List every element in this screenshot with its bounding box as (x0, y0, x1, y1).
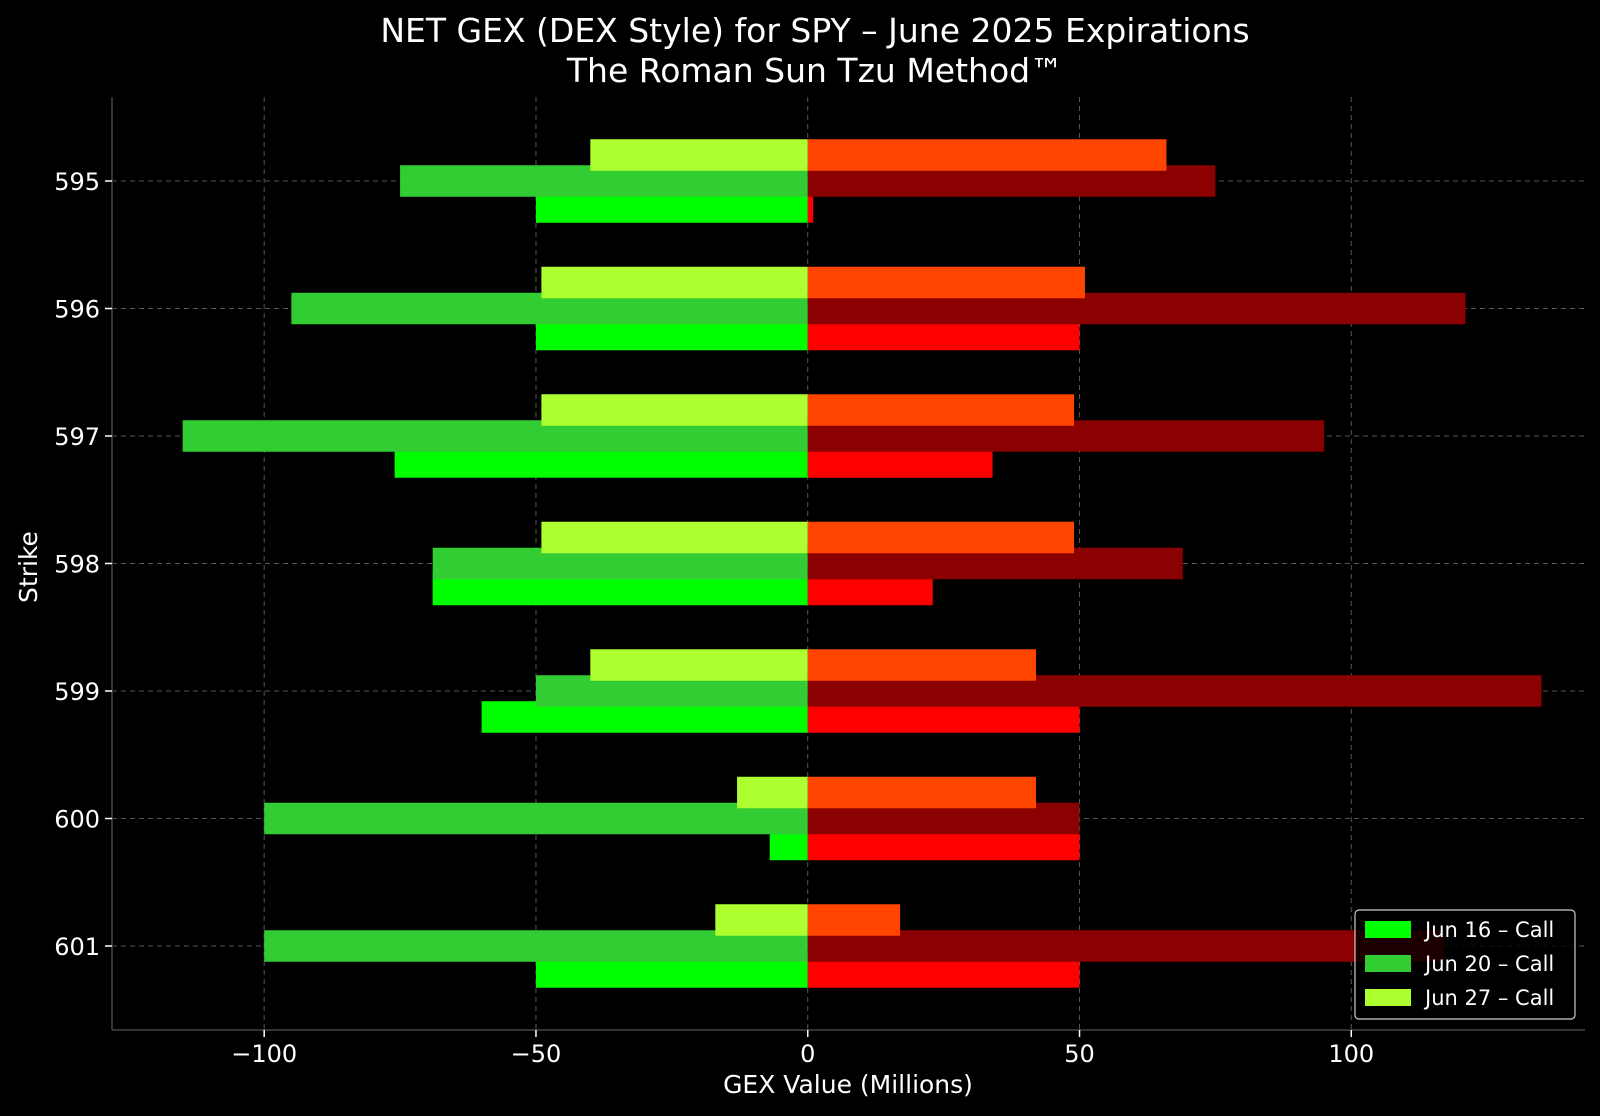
bar-put-s5-598 (807, 521, 1075, 554)
y-tick-label: 601 (54, 933, 100, 961)
bar-call-s2-595 (590, 139, 808, 171)
y-tick-label: 598 (54, 551, 100, 579)
bar-put-s5-596 (807, 266, 1085, 299)
bar-put-s5-599 (807, 649, 1037, 681)
y-tick-label: 599 (54, 678, 100, 706)
legend-label: Jun 16 – Call (1423, 918, 1554, 942)
y-tick-label: 597 (54, 423, 100, 451)
bar-put-s4-601 (807, 930, 1444, 962)
legend-swatch (1365, 921, 1411, 938)
x-tick-label: 100 (1328, 1040, 1374, 1068)
bar-call-s2-599 (590, 649, 808, 681)
y-axis-label: Strike (14, 531, 43, 603)
x-tick-label: 0 (800, 1040, 815, 1068)
bar-call-s2-601 (715, 904, 808, 936)
legend: Jun 16 – Call Jun 20 – Call Jun 27 – Call (1354, 909, 1576, 1020)
bar-call-s1-600 (264, 802, 808, 835)
legend-swatch (1365, 989, 1411, 1006)
y-tick-label: 596 (54, 296, 100, 324)
chart-subtitle: The Roman Sun Tzu Method™ (566, 51, 1063, 90)
bar-put-s5-597 (807, 394, 1075, 426)
bar-put-s5-601 (807, 904, 901, 936)
bar-put-s5-595 (807, 139, 1167, 171)
legend-label: Jun 20 – Call (1423, 952, 1554, 976)
legend-label: Jun 27 – Call (1423, 986, 1554, 1010)
tick-labels: −100 −50 0 50 100 595 596 597 598 599 600 601 (54, 168, 1374, 1068)
bar-group (182, 139, 1542, 988)
x-tick-label: −50 (511, 1040, 562, 1068)
y-tick-label: 595 (54, 168, 100, 196)
bar-call-s2-596 (541, 266, 808, 299)
legend-swatch (1365, 955, 1411, 972)
bar-put-s5-600 (807, 776, 1037, 809)
y-tick-label: 600 (54, 806, 100, 834)
bar-call-s2-598 (541, 521, 808, 554)
x-axis-label: GEX Value (Millions) (723, 1070, 973, 1099)
chart-title: NET GEX (DEX Style) for SPY – June 2025 … (380, 11, 1249, 50)
bar-call-s2-600 (737, 776, 808, 809)
x-tick-label: 50 (1064, 1040, 1095, 1068)
bar-put-s3-595 (807, 191, 814, 223)
x-tick-label: −100 (231, 1040, 297, 1068)
bar-call-s2-597 (541, 394, 808, 426)
